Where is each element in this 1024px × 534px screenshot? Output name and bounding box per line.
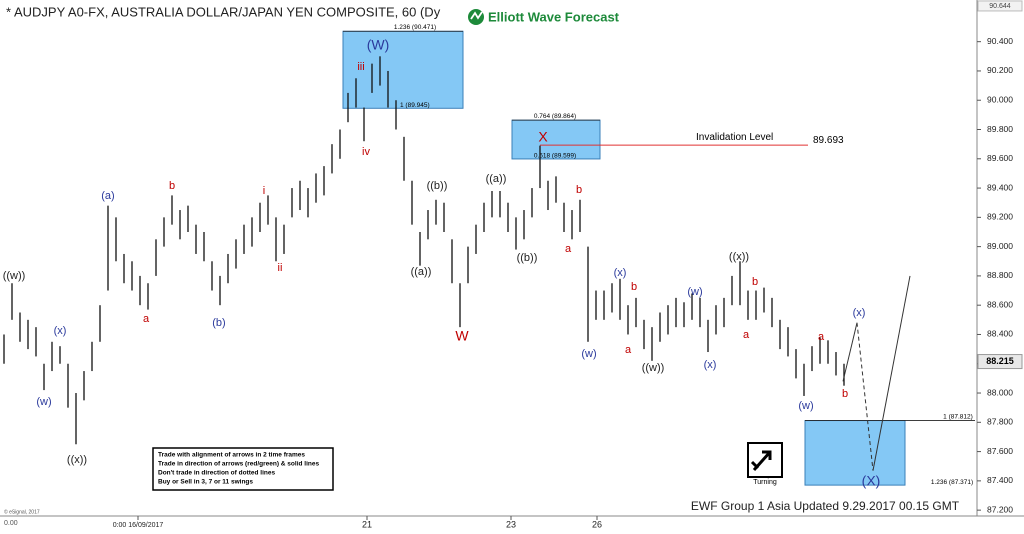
y-tick-label: 88.400 <box>987 329 1013 339</box>
logo-wave <box>470 11 483 20</box>
wave-label: a <box>625 344 632 356</box>
wave-label: (X) <box>862 473 881 489</box>
y-tick-label: 88.800 <box>987 270 1013 280</box>
wave-label: ii <box>278 262 283 274</box>
wave-label: (w) <box>798 400 813 412</box>
target-zone <box>511 119 601 160</box>
last-price-label: 88.215 <box>986 356 1014 366</box>
y-tick-label: 89.400 <box>987 182 1013 192</box>
wave-label: (x) <box>704 359 717 371</box>
wave-label: ((b)) <box>517 252 538 264</box>
turning-icon: Turning <box>747 442 783 486</box>
rule-text: Trade with alignment of arrows in 2 time… <box>158 452 305 459</box>
zone-bottom-label: 1.236 (87.371) <box>931 479 973 486</box>
wave-label: a <box>143 313 150 325</box>
footer: EWF Group 1 Asia Updated 9.29.2017 00.15… <box>691 499 960 513</box>
corner-label: 0.00 <box>4 520 18 527</box>
y-tick-label: 89.200 <box>987 212 1013 222</box>
y-tick-label: 90.200 <box>987 65 1013 75</box>
wave-label: b <box>842 388 848 400</box>
wave-label: (w) <box>687 286 702 298</box>
wave-label: ((b)) <box>427 180 448 192</box>
y-tick-label: 87.800 <box>987 417 1013 427</box>
zone-bottom-label: 1 (89.945) <box>400 102 430 109</box>
wave-label: (x) <box>614 267 627 279</box>
top-price-box <box>977 0 1023 12</box>
invalidation-value: 89.693 <box>813 135 844 146</box>
y-tick-label: 89.000 <box>987 241 1013 251</box>
wave-label: i <box>263 185 265 197</box>
y-tick-label: 89.800 <box>987 124 1013 134</box>
wave-label: iii <box>357 61 364 73</box>
wave-label: (a) <box>101 190 114 202</box>
top-price-label: 90.644 <box>989 3 1011 10</box>
wave-label: W <box>455 328 469 344</box>
invalidation-label: Invalidation Level <box>696 132 773 143</box>
y-tick-label: 90.000 <box>987 94 1013 104</box>
wave-label: ((w)) <box>642 362 665 374</box>
wave-label: ((a)) <box>411 266 432 278</box>
turning-frame <box>747 442 783 478</box>
wave-label: (b) <box>212 317 225 329</box>
zone-bottom-label: 0.618 (89.599) <box>534 153 576 160</box>
y-tick-label: 90.400 <box>987 36 1013 46</box>
projection-line <box>842 322 858 382</box>
rule-text: Buy or Sell in 3, 7 or 11 swings <box>158 479 253 486</box>
wave-label: ((x)) <box>729 251 749 263</box>
zone-top-label: 0.764 (89.864) <box>534 113 576 120</box>
y-tick-label: 87.200 <box>987 504 1013 514</box>
wave-label: (w) <box>581 348 596 360</box>
logo-bg <box>462 5 622 29</box>
wave-label: ((a)) <box>486 173 507 185</box>
y-tick-label: 88.000 <box>987 387 1013 397</box>
wave-label: a <box>565 243 572 255</box>
y-tick-label: 87.600 <box>987 446 1013 456</box>
y-tick-label: 87.400 <box>987 475 1013 485</box>
logo-text: Elliott Wave Forecast <box>488 9 620 24</box>
wave-label: a <box>818 331 825 343</box>
wave-label: (x) <box>853 307 866 319</box>
wave-label: b <box>576 184 582 196</box>
chart-title: * AUDJPY A0-FX, AUSTRALIA DOLLAR/JAPAN Y… <box>6 4 441 19</box>
rules-box: Trade with alignment of arrows in 2 time… <box>152 447 334 491</box>
wave-label: b <box>631 281 637 293</box>
wave-label: ((x)) <box>67 454 87 466</box>
wave-label: (w) <box>36 396 51 408</box>
x-tick-label: 23 <box>506 519 516 529</box>
wave-label: X <box>538 129 548 145</box>
wave-label: b <box>752 276 758 288</box>
x-tick-label: 0:00 16/09/2017 <box>113 522 164 529</box>
target-zone <box>804 420 906 486</box>
wave-label: iv <box>362 146 370 158</box>
x-tick-label: 21 <box>362 519 372 529</box>
wave-label: a <box>743 329 750 341</box>
y-tick-label: 88.600 <box>987 299 1013 309</box>
y-tick-label: 89.600 <box>987 153 1013 163</box>
projection-line <box>856 322 874 471</box>
wave-label: (x) <box>54 325 67 337</box>
wave-label: (W) <box>367 37 390 53</box>
turning-label: Turning <box>753 479 777 486</box>
copyright: © eSignal, 2017 <box>4 508 40 515</box>
wave-label: ((w)) <box>3 270 26 282</box>
logo: Elliott Wave Forecast <box>462 5 622 29</box>
last-price-box <box>977 354 1023 370</box>
zone-top-label: 1.236 (90.471) <box>394 24 436 31</box>
zone-top-label: 1 (87.812) <box>943 413 973 420</box>
rule-text: Don't trade in direction of dotted lines <box>158 470 275 477</box>
logo-icon <box>468 9 484 25</box>
turning-tail <box>750 460 760 470</box>
target-zone <box>342 30 464 109</box>
rule-text: Trade in direction of arrows (red/green)… <box>158 461 319 468</box>
rules-frame <box>152 447 334 491</box>
wave-label: b <box>169 180 175 192</box>
x-tick-label: 26 <box>592 519 602 529</box>
projection-line <box>872 275 911 471</box>
